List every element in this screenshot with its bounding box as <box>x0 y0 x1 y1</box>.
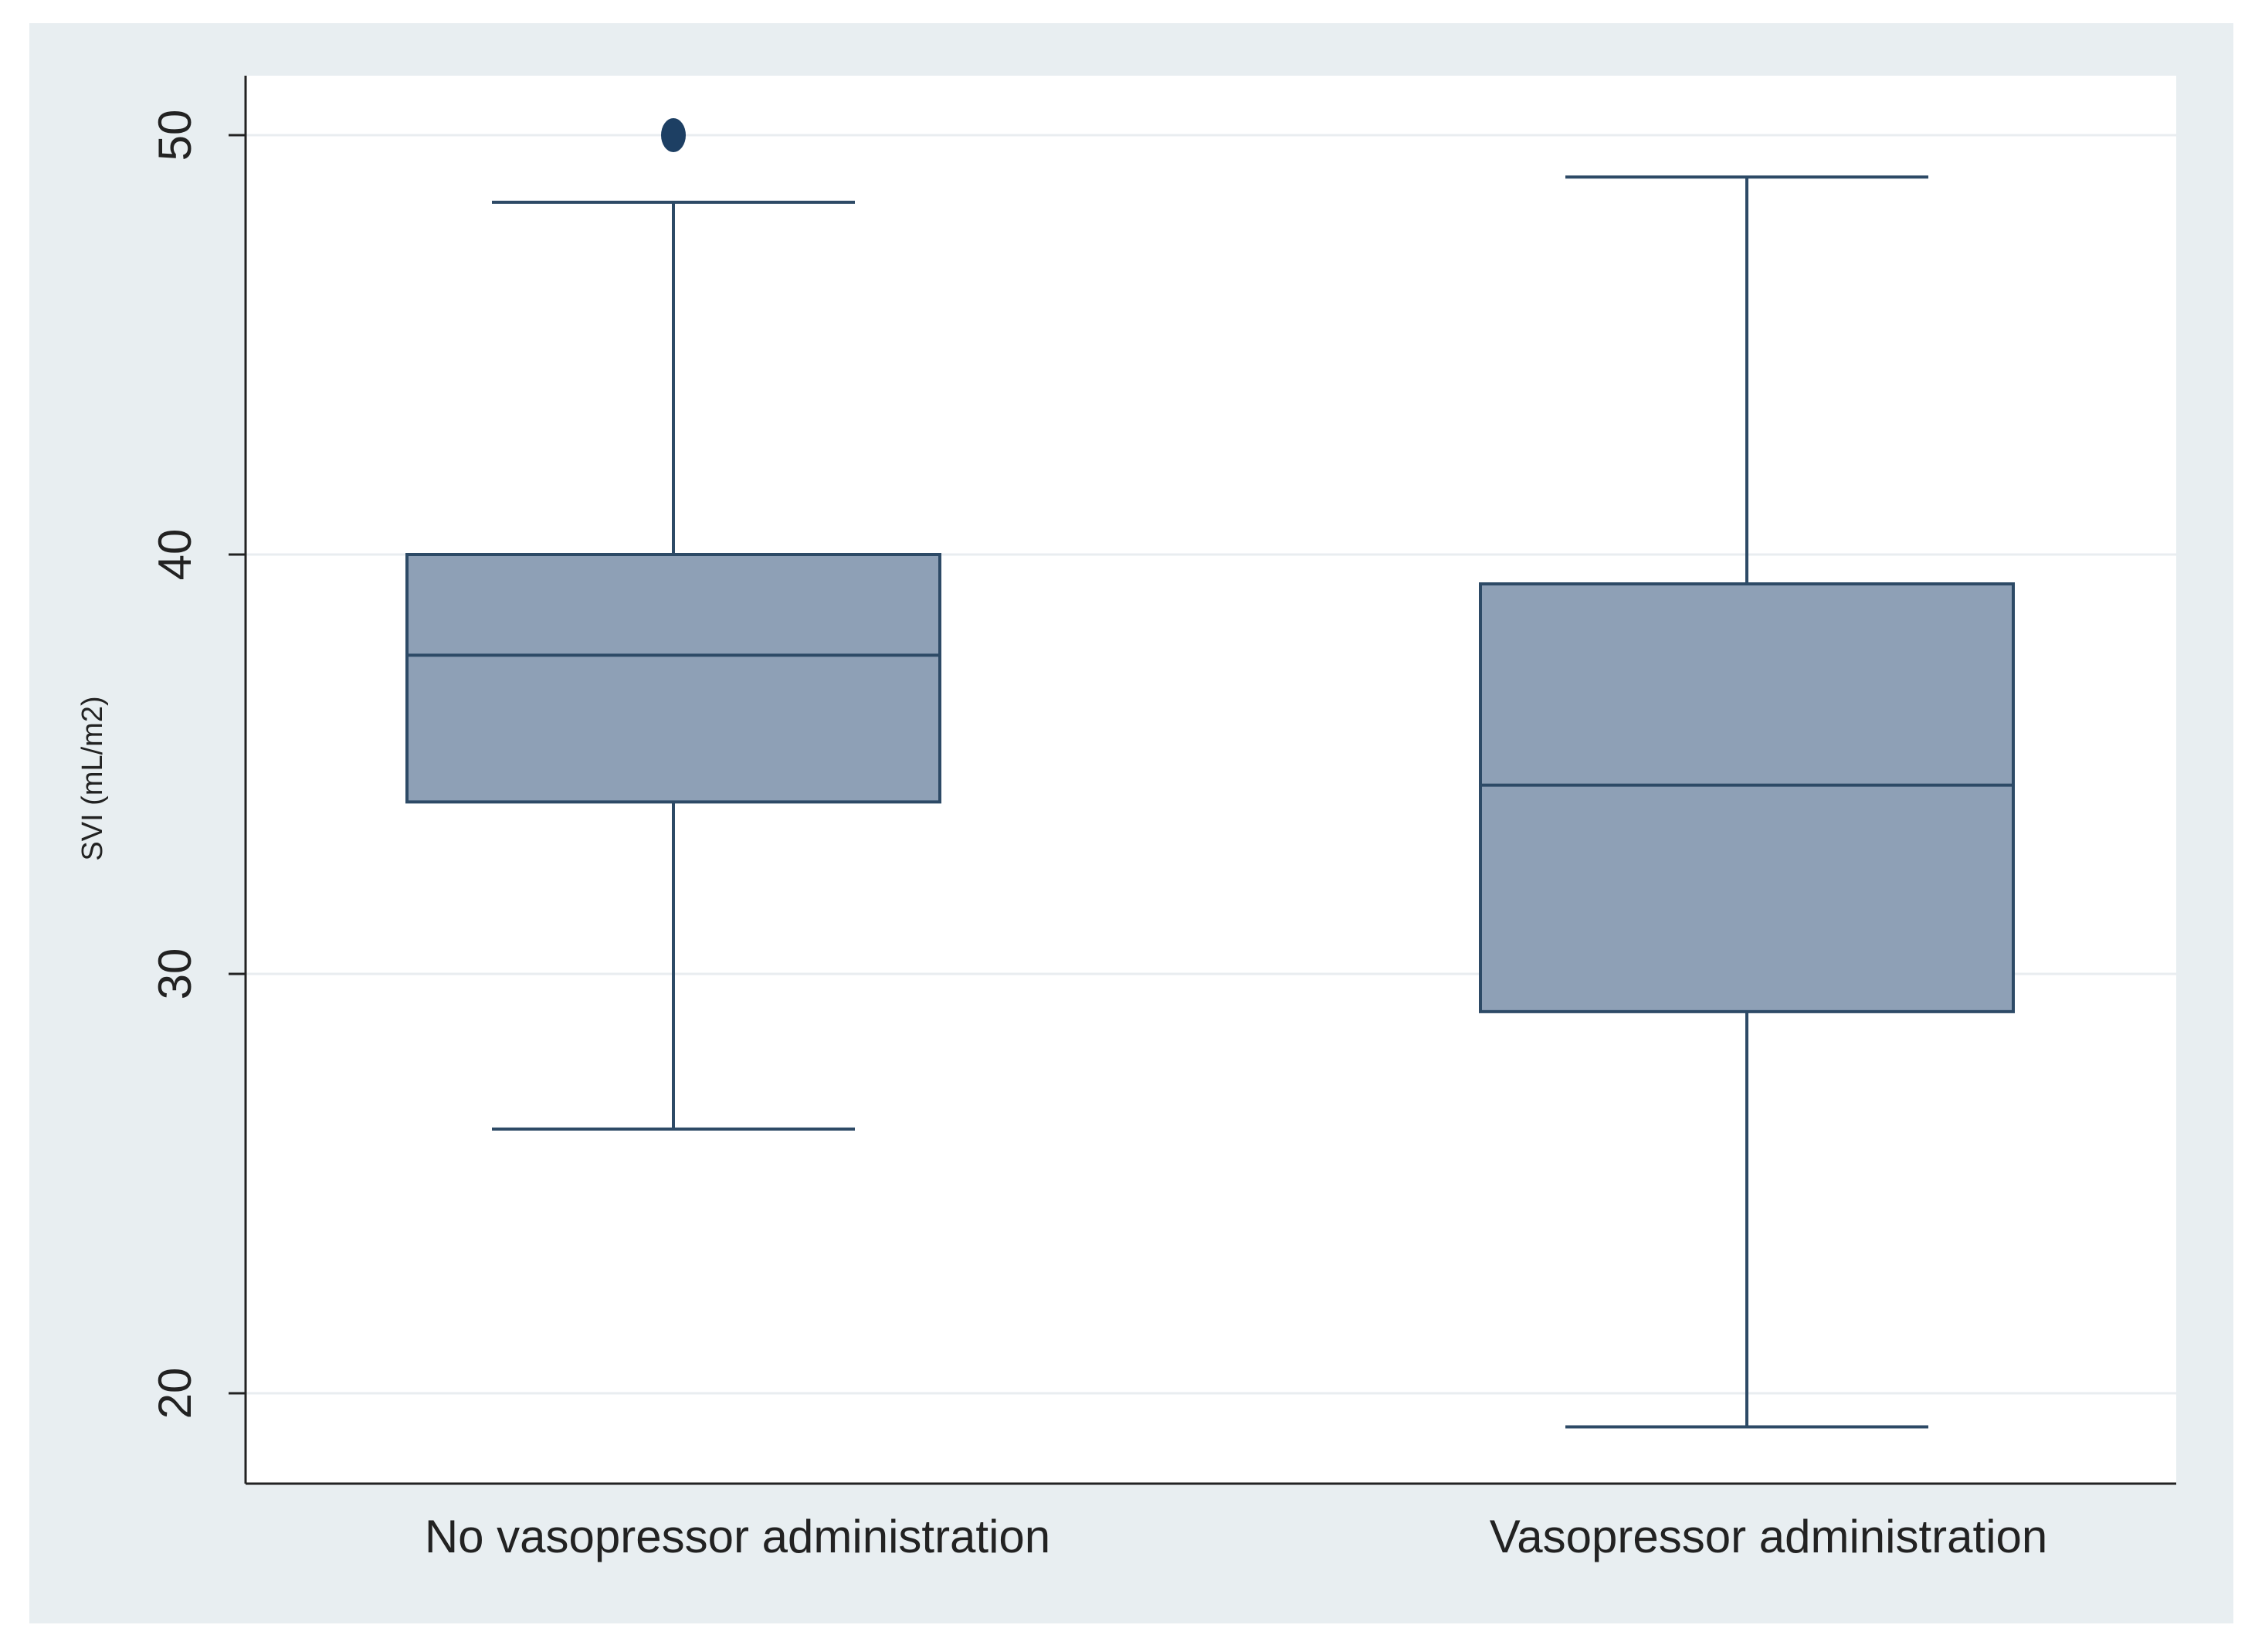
category-label-1: No vasopressor administration <box>425 1511 1050 1562</box>
y-ticks: 20 30 40 50 <box>149 110 246 1420</box>
iqr-box <box>405 553 941 804</box>
y-tick-label-20: 20 <box>149 1368 201 1420</box>
category-label-2: Vasopressor administration <box>1490 1511 2048 1562</box>
boxes <box>405 118 2015 1429</box>
box-group-2 <box>1479 175 2015 1429</box>
y-tick-label-30: 30 <box>149 948 201 1000</box>
y-tick-label-50: 50 <box>149 110 201 161</box>
y-tick-label-40: 40 <box>149 529 201 581</box>
category-labels: No vasopressor administration Vasopressor… <box>425 1511 2047 1562</box>
y-axis-title: SVI (mL/m2) <box>76 696 109 860</box>
iqr-box <box>1479 582 2015 1013</box>
box-group-1 <box>405 118 941 1131</box>
axes <box>244 76 2176 1485</box>
outlier-point-1 <box>661 118 686 152</box>
